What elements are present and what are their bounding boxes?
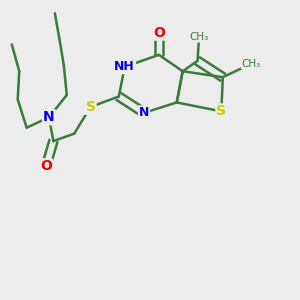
Text: S: S	[85, 100, 96, 114]
Text: O: O	[153, 26, 165, 40]
Text: N: N	[139, 106, 149, 119]
Text: S: S	[216, 104, 226, 118]
Text: N: N	[43, 110, 55, 124]
Text: CH₃: CH₃	[242, 59, 261, 69]
Text: CH₃: CH₃	[189, 32, 209, 42]
Text: NH: NH	[114, 60, 135, 73]
Text: O: O	[40, 159, 52, 173]
